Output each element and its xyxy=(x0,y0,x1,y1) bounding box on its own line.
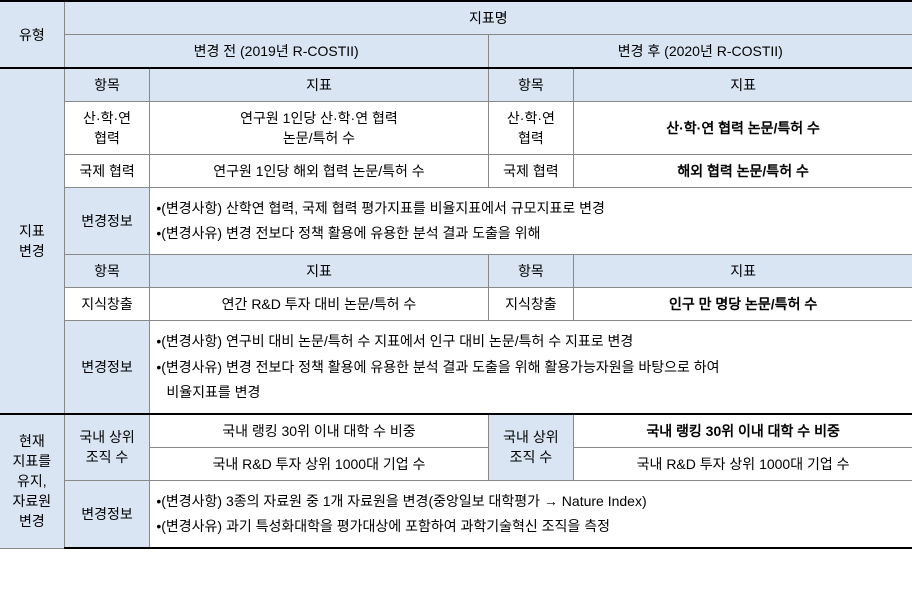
text: 협력 xyxy=(518,130,544,146)
s1-r2-before-ind: 연구원 1인당 해외 협력 논문/특허 수 xyxy=(150,155,488,188)
text: 산·학·연 xyxy=(507,110,555,126)
text: •(변경사항) 산학연 협력, 국제 협력 평가지표를 비율지표에서 규모지표로… xyxy=(156,200,605,216)
sub-item-before: 항목 xyxy=(64,68,150,102)
col-indicator-name: 지표명 xyxy=(64,1,912,35)
col-after: 변경 후 (2020년 R-COSTII) xyxy=(488,35,912,69)
s2-before-ind-r2: 국내 R&D 투자 상위 1000대 기업 수 xyxy=(150,447,488,480)
text: 협력 xyxy=(94,130,120,146)
change-info-3: •(변경사항) 3종의 자료원 중 1개 자료원을 변경(중앙일보 대학평가 →… xyxy=(150,480,912,548)
s1-r3-before-item: 지식창출 xyxy=(64,288,150,321)
text: 자료원 xyxy=(13,493,52,509)
text: •(변경사유) 변경 전보다 정책 활용에 유용한 분석 결과 도출을 위해 xyxy=(156,225,540,241)
text: •(변경사항) 3종의 자료원 중 1개 자료원을 변경(중앙일보 대학평가 →… xyxy=(156,493,646,509)
sub-item-after: 항목 xyxy=(488,68,574,102)
s1-r1-after-ind: 산·학·연 협력 논문/특허 수 xyxy=(574,102,912,155)
change-info-label-3: 변경정보 xyxy=(64,480,150,548)
text: •(변경사항) 연구비 대비 논문/특허 수 지표에서 인구 대비 논문/특허 … xyxy=(156,333,633,349)
s1-r3-after-item: 지식창출 xyxy=(488,288,574,321)
text: 논문/특허 수 xyxy=(283,130,355,146)
s2-after-ind-r1: 국내 랭킹 30위 이내 대학 수 비중 xyxy=(574,414,912,448)
s1-r2-before-item: 국제 협력 xyxy=(64,155,150,188)
type-source-change: 현재 지표를 유지, 자료원 변경 xyxy=(0,414,64,548)
s1-r3-before-ind: 연간 R&D 투자 대비 논문/특허 수 xyxy=(150,288,488,321)
s2-before-ind-r1: 국내 랭킹 30위 이내 대학 수 비중 xyxy=(150,414,488,448)
text: 국내 상위 xyxy=(503,429,558,445)
s2-after-ind-r2: 국내 R&D 투자 상위 1000대 기업 수 xyxy=(574,447,912,480)
type-indicator-change: 지표 변경 xyxy=(0,68,64,414)
sub-indicator-before: 지표 xyxy=(150,68,488,102)
text: •(변경사유) 변경 전보다 정책 활용에 유용한 분석 결과 도출을 위해 활… xyxy=(156,359,719,375)
sub-indicator-after: 지표 xyxy=(574,68,912,102)
s1-r1-after-item: 산·학·연 협력 xyxy=(488,102,574,155)
s2-before-item: 국내 상위 조직 수 xyxy=(64,414,150,481)
text: 비율지표를 변경 xyxy=(156,384,260,400)
s1-r2-after-item: 국제 협력 xyxy=(488,155,574,188)
text: 연구원 1인당 산·학·연 협력 xyxy=(240,110,398,126)
s1-r1-before-item: 산·학·연 협력 xyxy=(64,102,150,155)
change-info-label-1: 변경정보 xyxy=(64,188,150,255)
text: 국내 상위 xyxy=(79,429,134,445)
text: 조직 수 xyxy=(86,449,129,465)
s1-r2-after-ind: 해외 협력 논문/특허 수 xyxy=(574,155,912,188)
sub-item-after-2: 항목 xyxy=(488,255,574,288)
s1-r3-after-ind: 인구 만 명당 논문/특허 수 xyxy=(574,288,912,321)
indicator-change-table: 유형 지표명 변경 전 (2019년 R-COSTII) 변경 후 (2020년… xyxy=(0,0,912,549)
text: 현재 xyxy=(19,433,45,449)
col-before: 변경 전 (2019년 R-COSTII) xyxy=(64,35,488,69)
text: 지표를 xyxy=(13,453,52,469)
change-info-1: •(변경사항) 산학연 협력, 국제 협력 평가지표를 비율지표에서 규모지표로… xyxy=(150,188,912,255)
change-info-2: •(변경사항) 연구비 대비 논문/특허 수 지표에서 인구 대비 논문/특허 … xyxy=(150,321,912,414)
text: 변경 xyxy=(19,513,45,529)
col-type: 유형 xyxy=(0,1,64,68)
text: 유지, xyxy=(17,473,47,489)
sub-item-before-2: 항목 xyxy=(64,255,150,288)
text: 조직 수 xyxy=(510,449,553,465)
text: •(변경사유) 과기 특성화대학을 평가대상에 포함하여 과학기술혁신 조직을 … xyxy=(156,518,610,534)
s2-after-item: 국내 상위 조직 수 xyxy=(488,414,574,481)
sub-indicator-before-2: 지표 xyxy=(150,255,488,288)
sub-indicator-after-2: 지표 xyxy=(574,255,912,288)
change-info-label-2: 변경정보 xyxy=(64,321,150,414)
s1-r1-before-ind: 연구원 1인당 산·학·연 협력 논문/특허 수 xyxy=(150,102,488,155)
text: 산·학·연 xyxy=(83,110,131,126)
